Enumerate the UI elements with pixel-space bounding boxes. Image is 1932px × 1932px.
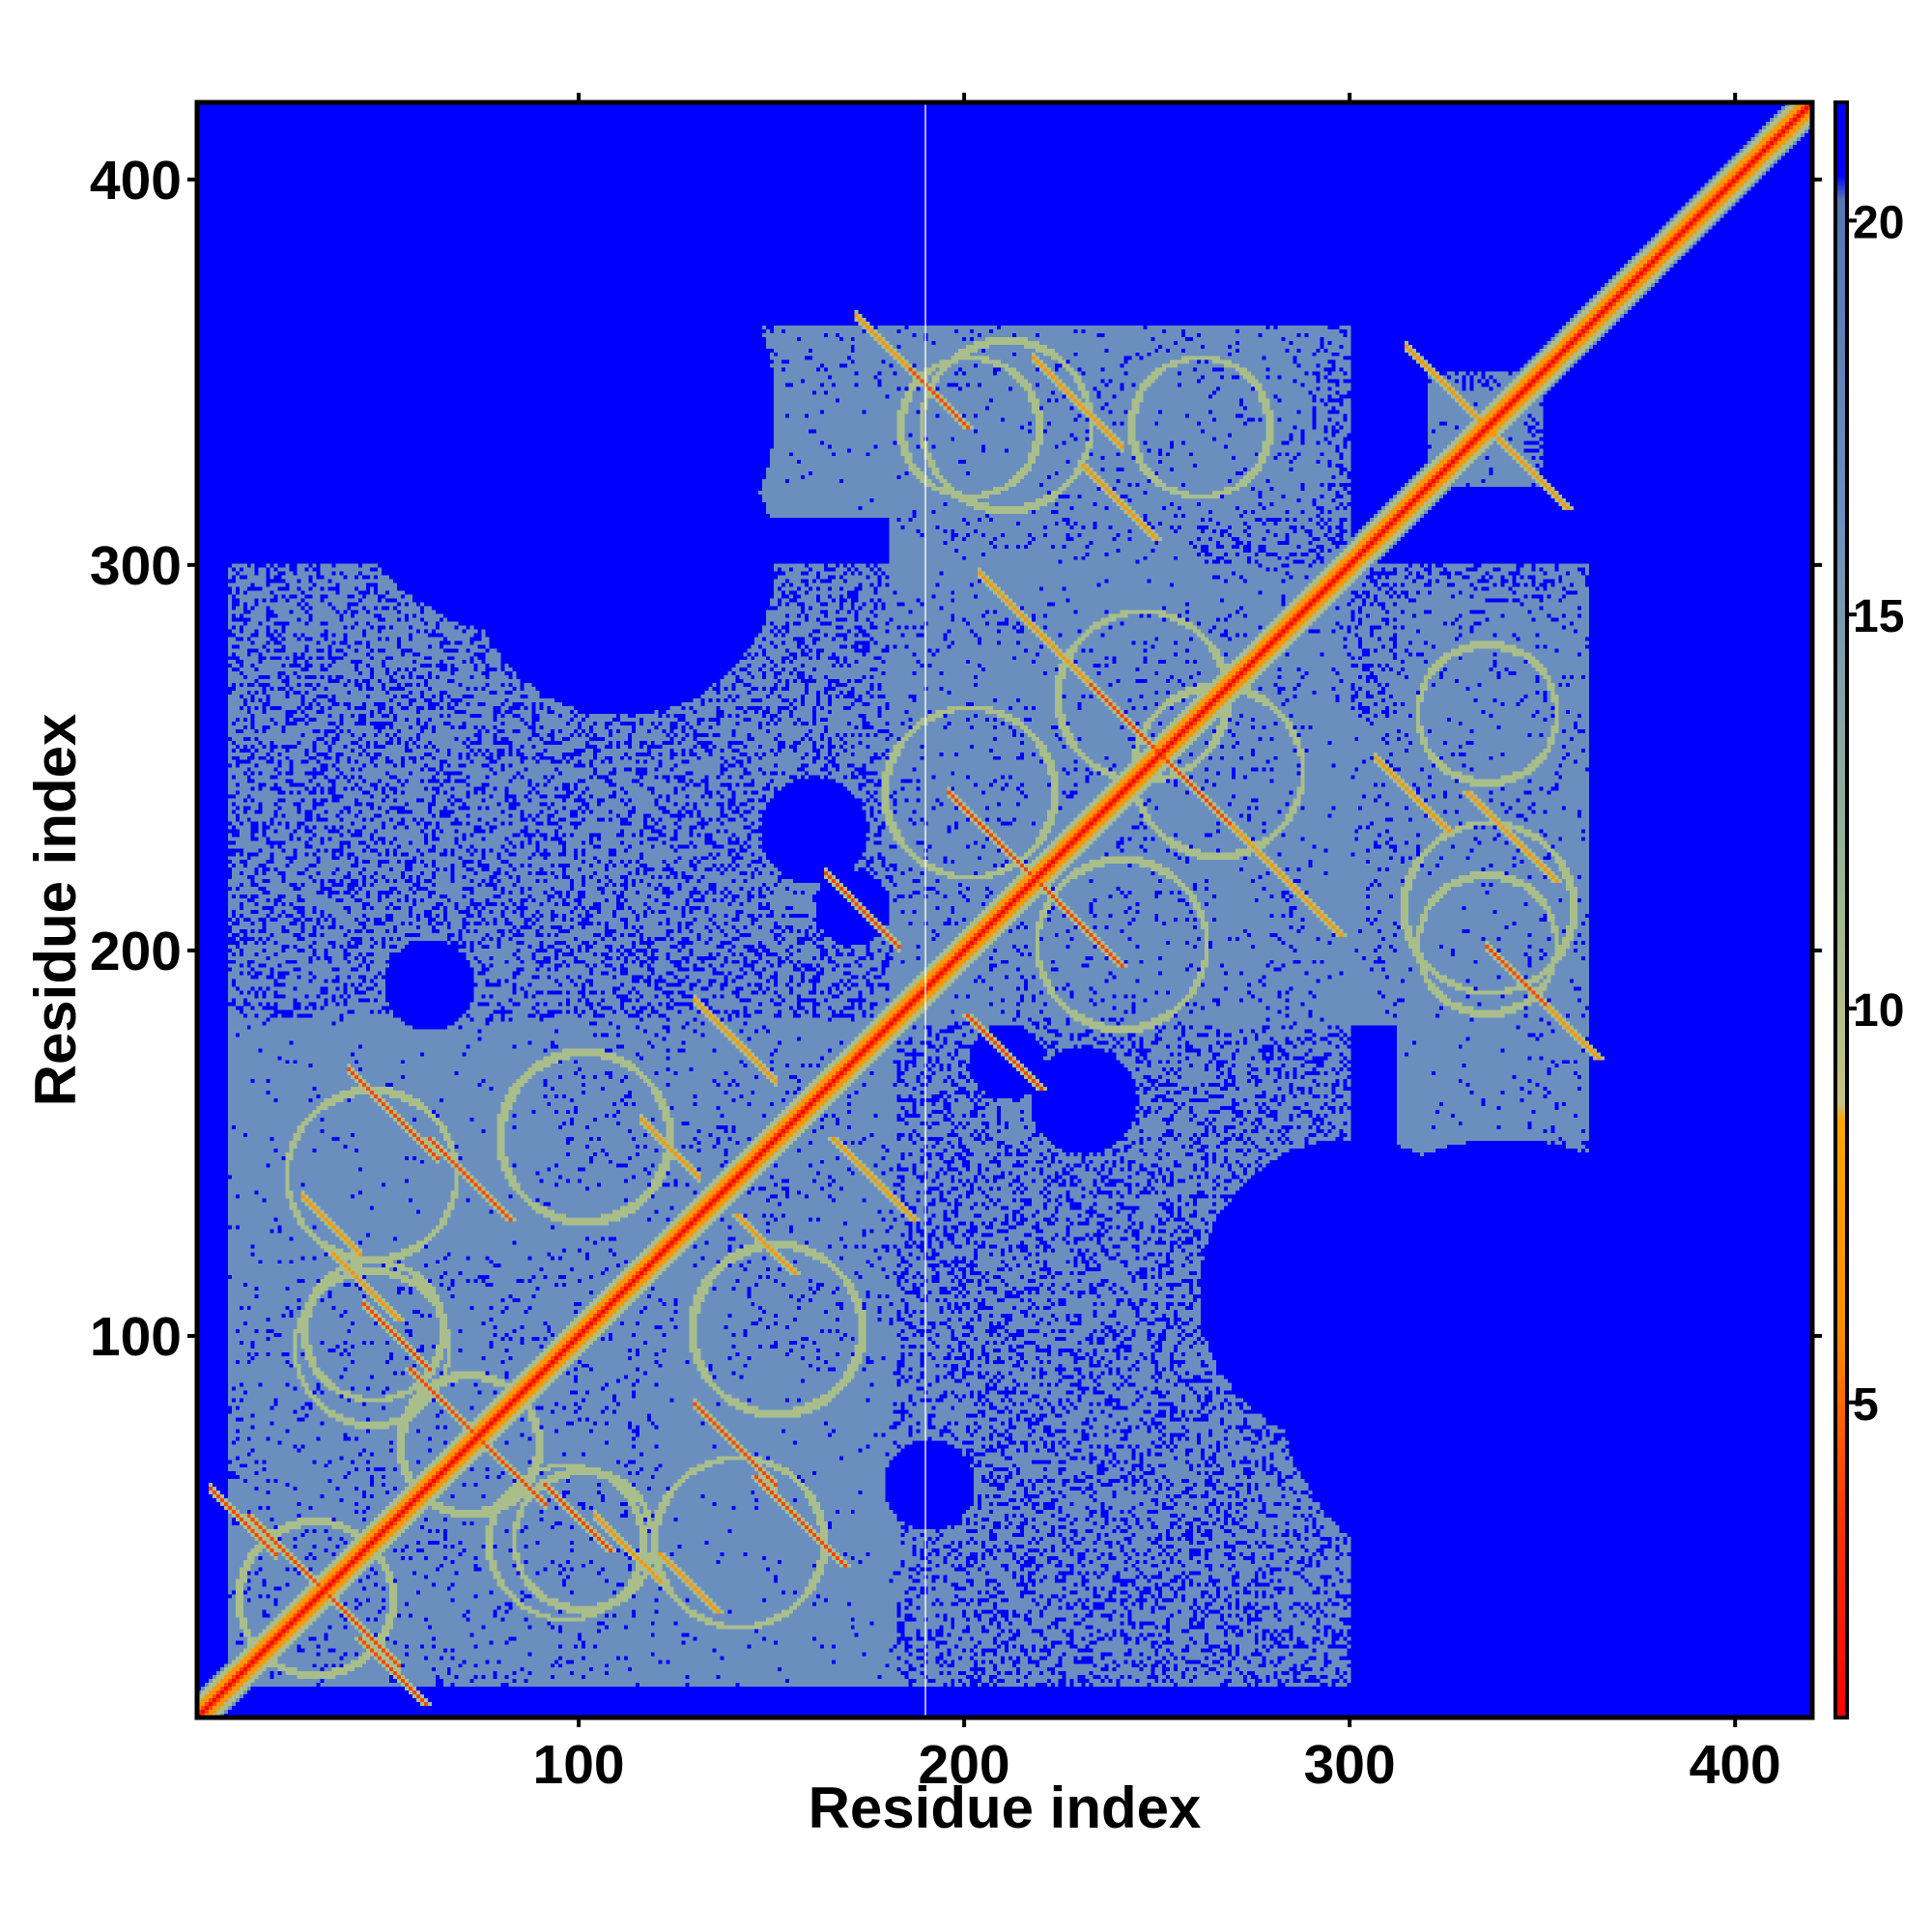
colorbar-tick-label: 15 xyxy=(1853,591,1904,642)
y-tick-label: 300 xyxy=(90,535,182,597)
y-axis: 100 200 300 400 xyxy=(90,150,1822,1368)
y-tick-label: 100 xyxy=(90,1306,182,1368)
colorbar-ticks: 5 10 15 20 xyxy=(1847,197,1904,1431)
heatmap-image xyxy=(197,102,1812,1718)
x-tick-label: 200 xyxy=(919,1734,1010,1796)
y-axis-title: Residue index xyxy=(23,714,88,1107)
colorbar-tick-label: 5 xyxy=(1853,1379,1879,1431)
heatmap-panel xyxy=(194,99,1815,1720)
x-axis: 100 200 300 400 xyxy=(533,93,1781,1796)
colorbar-tick-label: 20 xyxy=(1853,197,1904,248)
x-tick-label: 300 xyxy=(1304,1734,1396,1796)
x-axis-title: Residue index xyxy=(809,1776,1202,1840)
plot-frame xyxy=(194,99,1815,1720)
colorbar: 5 10 15 20 xyxy=(1833,100,1904,1719)
y-tick-label: 400 xyxy=(90,150,182,212)
x-tick-label: 400 xyxy=(1690,1734,1781,1796)
x-tick-label: 100 xyxy=(533,1734,625,1796)
y-tick-label: 200 xyxy=(90,921,182,982)
colorbar-tick-label: 10 xyxy=(1853,985,1904,1037)
colorbar-gradient xyxy=(1833,100,1849,1719)
